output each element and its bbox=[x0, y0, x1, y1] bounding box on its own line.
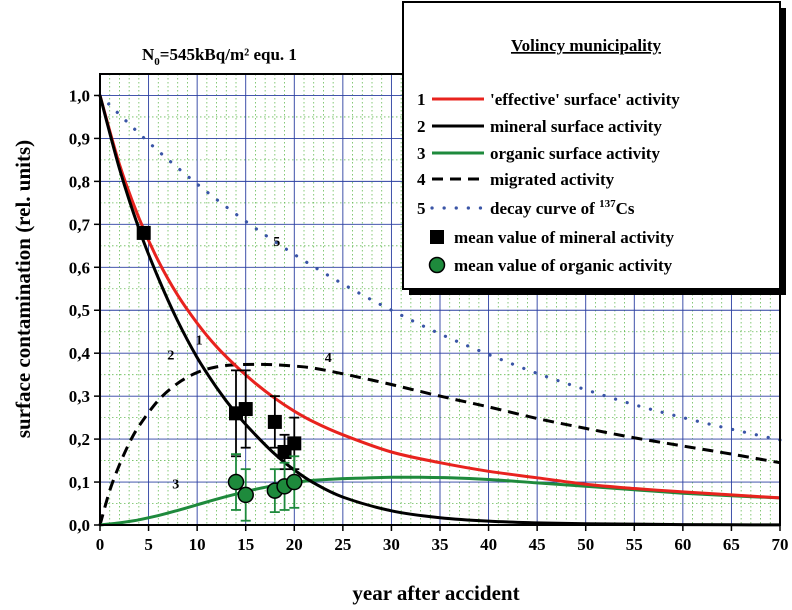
x-tick-label: 60 bbox=[674, 535, 691, 554]
legend-label-m2: mean value of organic activity bbox=[454, 256, 673, 275]
legend-box bbox=[402, 1, 781, 290]
legend-number-s2: 2 bbox=[417, 117, 426, 136]
ticks: 0 5 10 15 20 25 30 35 40 45 50 55 60 65 700,00,10,20,3… bbox=[69, 86, 789, 554]
legend-label-s3: organic surface activity bbox=[490, 144, 660, 163]
y-tick-label: 0,2 bbox=[69, 430, 90, 449]
series-line-s3 bbox=[99, 475, 781, 527]
n0-annotation: N0=545kBq/m² equ. 1 bbox=[142, 45, 297, 68]
x-tick-label: 0 bbox=[96, 535, 105, 554]
legend: Volincy municipality 1 'effective' surfac… bbox=[402, 1, 786, 295]
curve-labels: 1 2 3 4 5 bbox=[167, 235, 331, 493]
curve-label-2: 2 bbox=[167, 349, 174, 364]
y-axis-title: surface contamination (rel. units) bbox=[11, 140, 35, 438]
y-tick-label: 0,4 bbox=[69, 344, 91, 363]
y-tick-label: 0,9 bbox=[69, 129, 90, 148]
series-line-s4 bbox=[98, 362, 781, 526]
x-tick-label: 55 bbox=[626, 535, 643, 554]
legend-marker-m1 bbox=[430, 230, 444, 244]
legend-number-s3: 3 bbox=[417, 144, 426, 163]
organic-point bbox=[237, 486, 254, 504]
x-tick-label: 30 bbox=[383, 535, 400, 554]
curve-label-4: 4 bbox=[325, 351, 332, 366]
legend-label-s4: migrated activity bbox=[490, 170, 615, 189]
legend-label-m1: mean value of mineral activity bbox=[454, 228, 675, 247]
y-tick-label: 0,6 bbox=[69, 258, 90, 277]
n0-annotation-main: N bbox=[142, 45, 155, 64]
legend-label-s5: decay curve of 137Cs bbox=[490, 198, 635, 218]
mineral-point bbox=[267, 414, 282, 429]
x-tick-label: 25 bbox=[334, 535, 351, 554]
x-tick-label: 50 bbox=[577, 535, 594, 554]
y-tick-label: 1,0 bbox=[69, 86, 90, 105]
organic-point bbox=[286, 473, 303, 491]
x-tick-label: 35 bbox=[432, 535, 449, 554]
legend-number-s1: 1 bbox=[417, 90, 426, 109]
curve-label-1: 1 bbox=[196, 334, 203, 349]
curve-label-5: 5 bbox=[273, 235, 280, 250]
legend-number-s4: 4 bbox=[417, 170, 426, 189]
legend-items: 1 'effective' surface' activity 2 mineral s… bbox=[417, 90, 680, 275]
markers bbox=[136, 225, 303, 522]
x-tick-label: 65 bbox=[723, 535, 740, 554]
y-tick-label: 0,3 bbox=[69, 387, 90, 406]
y-tick-label: 0,5 bbox=[69, 301, 90, 320]
legend-label-s2: mineral surface activity bbox=[490, 117, 662, 136]
legend-title: Volincy municipality bbox=[511, 36, 662, 55]
legend-label-s1: 'effective' surface' activity bbox=[490, 90, 680, 109]
x-tick-label: 70 bbox=[772, 535, 789, 554]
curve-label-3: 3 bbox=[172, 477, 179, 492]
n0-annotation-rest: =545kBq/m² equ. 1 bbox=[160, 45, 297, 64]
x-tick-label: 5 bbox=[144, 535, 153, 554]
legend-marker-m2 bbox=[428, 256, 446, 274]
legend-number-s5: 5 bbox=[417, 199, 426, 218]
x-tick-label: 45 bbox=[529, 535, 546, 554]
y-tick-label: 0,1 bbox=[69, 473, 90, 492]
mineral-point bbox=[238, 402, 253, 417]
mineral-point bbox=[287, 436, 302, 451]
curves bbox=[98, 93, 782, 527]
x-tick-label: 10 bbox=[189, 535, 206, 554]
n0-annotation-sub: 0 bbox=[154, 56, 160, 68]
y-tick-label: 0,0 bbox=[69, 516, 90, 535]
x-tick-label: 15 bbox=[237, 535, 254, 554]
x-tick-label: 20 bbox=[286, 535, 303, 554]
organic-point bbox=[227, 473, 245, 491]
mineral-point bbox=[136, 225, 151, 240]
series-line-s2 bbox=[98, 95, 781, 527]
x-axis-title: year after accident bbox=[352, 581, 519, 605]
y-tick-label: 0,7 bbox=[69, 215, 91, 234]
x-tick-label: 40 bbox=[480, 535, 497, 554]
series-line-s1 bbox=[98, 95, 781, 500]
y-tick-label: 0,8 bbox=[69, 172, 90, 191]
